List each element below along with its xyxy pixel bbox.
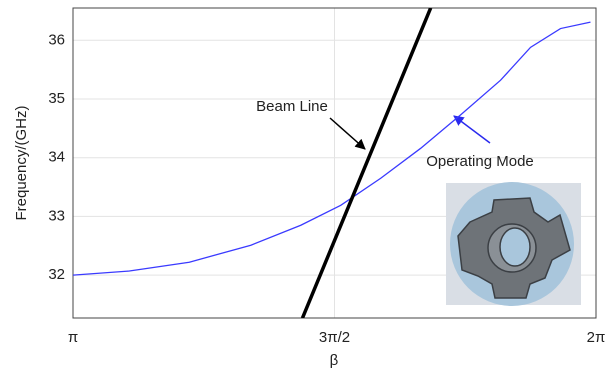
chart: Beam Line Operating Mode β Frequency/(GH… <box>0 0 612 371</box>
annotation-arrow <box>330 118 365 149</box>
inset-image <box>446 182 581 306</box>
x-tick-label: π <box>68 329 78 346</box>
y-tick-label: 32 <box>48 266 65 283</box>
y-tick-label: 34 <box>48 149 65 166</box>
annotation: Operating Mode <box>426 153 534 170</box>
x-tick-label: 3π/2 <box>319 329 350 346</box>
x-axis-label: β <box>330 352 339 369</box>
y-tick-label: 36 <box>48 31 65 48</box>
x-tick-label: 2π <box>587 329 606 346</box>
y-tick-label: 35 <box>48 90 65 107</box>
annotation-arrow <box>454 116 490 143</box>
y-axis-label: Frequency/(GHz) <box>13 105 30 220</box>
annotation: Beam Line <box>256 98 328 115</box>
series-line <box>302 8 430 318</box>
y-tick-label: 33 <box>48 207 65 224</box>
